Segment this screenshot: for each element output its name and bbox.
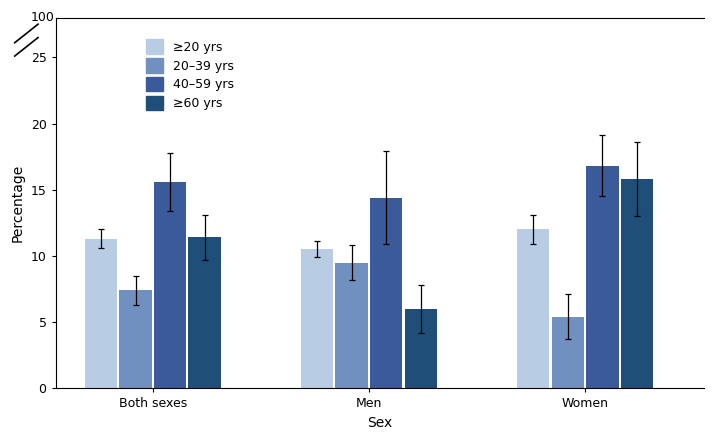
Legend: ≥20 yrs, 20–39 yrs, 40–59 yrs, ≥60 yrs: ≥20 yrs, 20–39 yrs, 40–59 yrs, ≥60 yrs [139,33,241,116]
Y-axis label: Percentage: Percentage [11,164,25,242]
Bar [586,166,618,389]
Text: 100: 100 [31,11,55,24]
Bar [621,179,653,389]
Bar [517,229,549,389]
X-axis label: Sex: Sex [367,416,393,430]
Bar [119,290,152,389]
Bar [85,239,117,389]
Bar [301,249,333,389]
Bar [405,309,437,389]
Bar [370,198,403,389]
Bar [189,237,221,389]
Bar [154,182,187,389]
Bar [551,317,584,389]
Bar [335,262,368,389]
